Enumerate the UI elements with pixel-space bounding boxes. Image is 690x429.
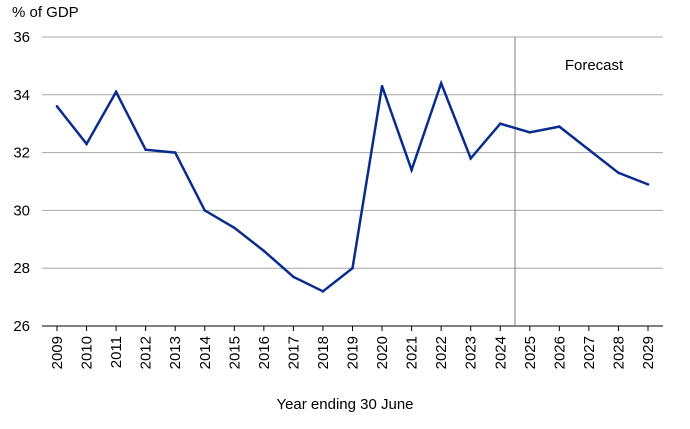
y-tick-label: 34 bbox=[13, 87, 30, 104]
y-axis-title: % of GDP bbox=[12, 4, 79, 21]
series-group bbox=[55, 79, 650, 293]
x-tick-label: 2029 bbox=[640, 336, 657, 369]
x-tick-label: 2010 bbox=[79, 336, 96, 369]
data-point bbox=[321, 290, 325, 293]
x-tick-label: 2027 bbox=[581, 336, 598, 369]
x-tick-label: 2014 bbox=[197, 336, 214, 369]
data-point bbox=[144, 148, 147, 152]
y-tick-label: 28 bbox=[13, 260, 30, 277]
x-tick-label: 2013 bbox=[167, 336, 184, 369]
data-point bbox=[203, 209, 207, 212]
x-tick-label: 2020 bbox=[374, 336, 391, 369]
x-tick-label: 2025 bbox=[522, 336, 539, 369]
data-point bbox=[528, 131, 532, 134]
y-tick-labels: 26 28 30 32 34 36 bbox=[13, 29, 30, 335]
data-point bbox=[85, 142, 88, 146]
x-tick-label: 2012 bbox=[138, 336, 155, 369]
x-tick-label: 2028 bbox=[610, 336, 627, 369]
data-point bbox=[173, 151, 177, 154]
data-point bbox=[410, 168, 413, 172]
x-tick-label: 2009 bbox=[49, 336, 66, 369]
y-tick-label: 36 bbox=[13, 29, 30, 46]
data-point bbox=[558, 125, 561, 128]
data-point bbox=[55, 105, 59, 108]
y-tick-label: 26 bbox=[13, 318, 30, 335]
data-point bbox=[351, 266, 354, 270]
x-tick-label: 2024 bbox=[492, 336, 509, 369]
data-point bbox=[587, 148, 591, 152]
x-tick-label: 2016 bbox=[256, 336, 273, 369]
x-tick-label: 2021 bbox=[404, 336, 421, 369]
x-tick-labels: 2009 2010 2011 2012 2013 2014 2015 2016 2017 2018… bbox=[49, 326, 657, 369]
x-tick-label: 2015 bbox=[226, 336, 243, 369]
x-tick-label: 2019 bbox=[345, 336, 362, 369]
data-point bbox=[498, 122, 502, 125]
data-point bbox=[617, 171, 620, 175]
x-axis-title: Year ending 30 June bbox=[276, 396, 414, 413]
y-tick-label: 30 bbox=[13, 202, 30, 219]
x-tick-label: 2026 bbox=[551, 336, 568, 369]
series-line-0 bbox=[56, 79, 649, 293]
data-point bbox=[439, 81, 443, 85]
x-tick-label: 2018 bbox=[315, 336, 332, 369]
data-point bbox=[646, 183, 650, 186]
data-point bbox=[469, 157, 473, 160]
data-point bbox=[380, 84, 384, 88]
x-tick-label: 2022 bbox=[433, 336, 450, 369]
gridlines bbox=[42, 36, 663, 327]
data-point bbox=[262, 249, 266, 253]
x-tick-label: 2023 bbox=[463, 336, 480, 369]
x-tick-label: 2017 bbox=[285, 336, 302, 369]
data-point bbox=[233, 226, 236, 230]
forecast-annotation: Forecast bbox=[565, 57, 624, 74]
x-tick-label: 2011 bbox=[108, 336, 125, 368]
y-tick-label: 32 bbox=[13, 145, 30, 162]
data-point bbox=[114, 90, 118, 94]
data-point bbox=[292, 275, 295, 279]
